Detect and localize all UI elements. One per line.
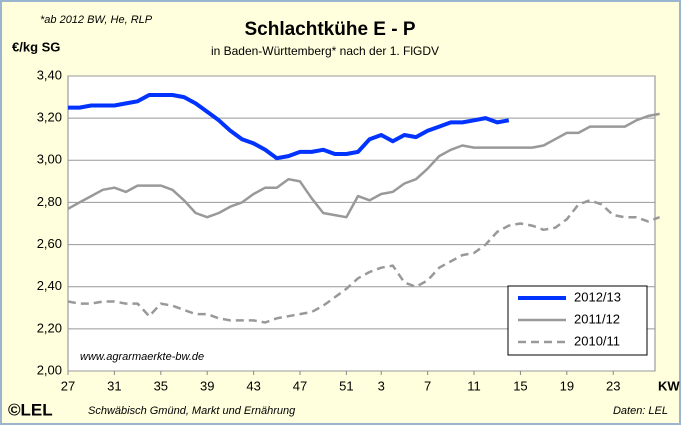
x-tick-label: 11	[467, 378, 481, 393]
x-tick-label: 23	[606, 378, 620, 393]
x-tick-label: 3	[378, 378, 385, 393]
y-tick-label: 3,40	[37, 67, 62, 82]
y-tick-label: 2,60	[37, 236, 62, 251]
y-axis-label: €/kg SG	[12, 39, 60, 54]
x-tick-label: 15	[513, 378, 527, 393]
x-tick-label: 31	[107, 378, 121, 393]
y-tick-label: 2,40	[37, 278, 62, 293]
note: *ab 2012 BW, He, RLP	[40, 14, 153, 26]
x-tick-label: 35	[154, 378, 168, 393]
y-tick-label: 3,00	[37, 152, 62, 167]
source-url: www.agrarmaerkte-bw.de	[80, 351, 204, 363]
y-tick-label: 2,20	[37, 320, 62, 335]
series-line	[67, 112, 660, 219]
x-tick-label: 47	[293, 378, 307, 393]
footer-logo: ©LEL	[8, 400, 53, 419]
y-tick-label: 3,20	[37, 110, 62, 125]
x-tick-label: 39	[200, 378, 214, 393]
subtitle: in Baden-Württemberg* nach der 1. FlGDV	[211, 44, 439, 58]
x-axis-label: KW	[658, 378, 680, 393]
legend-label: 2011/12	[574, 311, 620, 326]
y-tick-label: 2,80	[37, 194, 62, 209]
legend-label: 2012/13	[574, 289, 621, 304]
x-tick-label: 43	[246, 378, 260, 393]
legend-label: 2010/11	[574, 333, 620, 348]
y-tick-label: 2,00	[37, 362, 62, 377]
chart-title: Schlachtkühe E - P	[244, 19, 415, 40]
x-tick-label: 7	[424, 378, 431, 393]
x-tick-label: 27	[61, 378, 75, 393]
x-tick-label: 19	[560, 378, 574, 393]
series-line	[68, 93, 510, 161]
series-line	[67, 199, 661, 324]
footer-right: Daten: LEL	[613, 405, 668, 417]
footer-left: Schwäbisch Gmünd, Markt und Ernährung	[88, 405, 296, 417]
x-tick-label: 51	[339, 378, 353, 393]
